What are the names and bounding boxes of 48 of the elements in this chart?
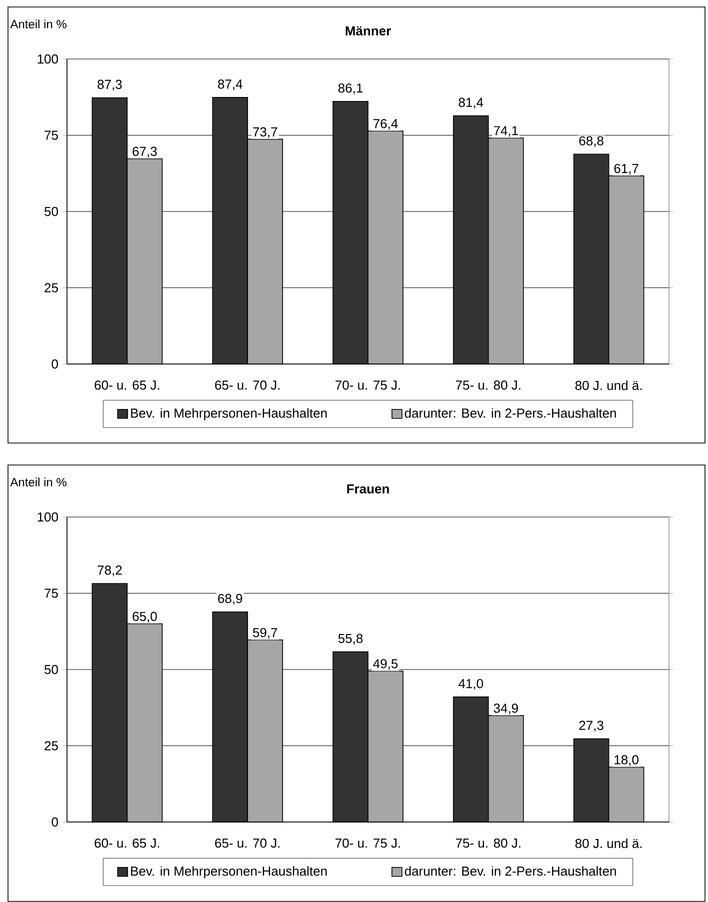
x-tick-label: 65- u. 70 J.	[215, 380, 280, 390]
legend-label: Bev. in Mehrpersonen-Haushalten	[131, 866, 327, 878]
legend-label: Bev. in Mehrpersonen-Haushalten	[131, 408, 327, 420]
data-label: 76,4	[374, 119, 398, 130]
x-tick-label: 60- u. 65 J.	[94, 838, 160, 848]
data-label: 55,8	[338, 634, 363, 645]
y-tick-label: 50	[44, 664, 58, 674]
y-tick-label: 75	[44, 130, 58, 140]
data-label: 74,1	[494, 126, 518, 137]
chart-title: Männer	[346, 26, 391, 36]
legend-label: darunter: Bev. in 2-Pers.-Haushalten	[404, 866, 616, 876]
data-label: 61,7	[614, 164, 638, 175]
data-label: 78,2	[98, 566, 122, 576]
x-tick-label: 65- u. 70 J.	[215, 838, 280, 848]
x-tick-label: 60- u. 65 J.	[94, 380, 160, 390]
data-label: 67,3	[132, 146, 157, 158]
data-label: 68,9	[218, 594, 242, 605]
x-tick-label: 80 J. und ä.	[575, 380, 642, 390]
legend-label: darunter: Bev. in 2-Pers.-Haushalten	[404, 408, 616, 418]
x-tick-label: 70- u. 75 J.	[336, 380, 400, 390]
data-label: 86,1	[338, 83, 363, 94]
y-tick-label: 0	[52, 359, 58, 369]
y-tick-label: 25	[44, 283, 58, 292]
y-tick-label: 25	[44, 741, 58, 750]
y-tick-label: 100	[38, 512, 58, 522]
data-label: 41,0	[458, 679, 484, 690]
y-tick-label: 75	[44, 588, 58, 598]
data-label: 68,8	[579, 136, 604, 147]
data-label: 18,0	[614, 755, 638, 766]
y-tick-label: 100	[38, 54, 58, 64]
data-label: 27,3	[579, 720, 604, 732]
x-tick-label: 70- u. 75 J.	[336, 838, 400, 848]
x-tick-label: 80 J. und ä.	[575, 838, 642, 848]
chart-title: Frauen	[347, 484, 389, 494]
data-label: 87,3	[98, 80, 122, 91]
y-axis-title: Anteil in %	[10, 478, 66, 486]
y-tick-label: 0	[52, 817, 58, 827]
y-axis-title: Anteil in %	[10, 20, 66, 28]
data-label: 59,7	[252, 628, 278, 639]
x-tick-label: 75- u. 80 J.	[456, 380, 520, 390]
data-label: 34,9	[494, 704, 518, 714]
data-label: 49,5	[373, 659, 398, 670]
y-tick-label: 50	[44, 206, 58, 216]
x-tick-label: 75- u. 80 J.	[456, 838, 520, 848]
data-label: 73,7	[253, 127, 278, 138]
data-label: 65,0	[132, 612, 157, 623]
data-label: 87,4	[218, 79, 242, 90]
data-label: 81,4	[458, 98, 484, 109]
